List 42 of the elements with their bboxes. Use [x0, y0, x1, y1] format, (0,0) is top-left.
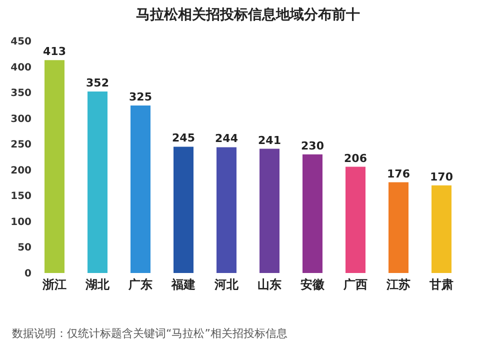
y-tick-label: 150 [10, 191, 32, 202]
x-tick-label: 广东 [128, 278, 152, 292]
data-label: 352 [86, 76, 109, 90]
data-label: 325 [129, 90, 152, 104]
bar [88, 92, 108, 273]
x-tick-label: 浙江 [42, 278, 66, 292]
bar [388, 182, 408, 273]
bar [432, 185, 452, 273]
x-tick-label: 湖北 [84, 278, 110, 292]
bar [216, 147, 236, 273]
x-tick-label: 广西 [342, 278, 368, 292]
text: 数据说明：仅统计标题含关键词“马拉松”相关招投标信息 [12, 326, 288, 341]
y-tick-label: 100 [10, 216, 32, 228]
y-tick-label: 450 [10, 36, 32, 48]
bar [174, 146, 194, 273]
bar [302, 154, 322, 273]
x-tick-label: 安徽 [300, 278, 326, 292]
y-tick-label: 350 [10, 88, 32, 100]
y-tick-label: 0 [24, 268, 32, 280]
chart-title: 马拉松相关招投标信息地域分布前十 [136, 6, 360, 23]
bar [44, 60, 64, 273]
bar [346, 166, 366, 273]
data-label: 170 [430, 170, 454, 184]
bar [260, 148, 280, 273]
data-label: 206 [344, 152, 368, 165]
data-label: 176 [387, 167, 410, 180]
data-label: 244 [215, 132, 238, 146]
x-tick-label: 山东 [258, 278, 282, 292]
y-tick-label: 250 [10, 140, 32, 151]
x-tick-label: 甘肃 [428, 278, 454, 292]
y-tick-label: 200 [10, 165, 32, 176]
x-tick-label: 福建 [170, 278, 196, 292]
y-tick-label: 50 [18, 242, 32, 254]
bar [130, 105, 150, 273]
data-label: 241 [258, 134, 281, 147]
x-tick-label: 河北 [214, 278, 240, 292]
data-label: 245 [172, 132, 195, 145]
x-tick-label: 江苏 [386, 278, 410, 292]
data-label: 413 [43, 45, 66, 58]
y-tick-label: 300 [10, 114, 32, 125]
data-label: 230 [301, 139, 324, 152]
y-tick-label: 400 [10, 62, 32, 74]
